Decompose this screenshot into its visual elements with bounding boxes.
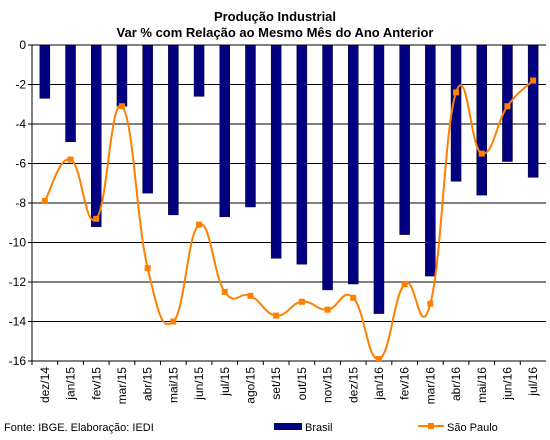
x-tick-label: abr/15 [141,367,155,401]
x-tick-label: out/15 [295,367,309,401]
point-sao-paulo-mai-15 [170,318,177,325]
bar-brasil-mar-15 [116,44,128,107]
point-sao-paulo-jul-15 [221,288,228,295]
bar-brasil-set-15 [270,44,282,259]
x-tick-label: fev/16 [398,367,412,400]
y-tick-label: -16 [9,354,27,368]
point-sao-paulo-fev-15 [93,215,100,222]
x-tick-label: mar/15 [115,367,129,405]
y-tick-label: -10 [9,236,27,250]
bar-brasil-jul-16 [527,44,539,178]
bar-brasil-dez-15 [348,44,359,285]
x-tick-label: jul/16 [526,367,540,397]
x-tick-label: set/15 [269,367,283,400]
point-sao-paulo-jun-16 [504,103,511,110]
point-sao-paulo-mar-16 [427,300,434,307]
source-note: Fonte: IBGE. Elaboração: IEDI [4,422,154,434]
legend-swatch-brasil [274,423,302,430]
point-sao-paulo-abr-15 [144,265,151,272]
x-tick-label: nov/15 [321,367,335,403]
x-tick-label: dez/15 [346,367,360,403]
bar-brasil-jul-15 [219,44,230,218]
chart-title: Produção Industrial [214,9,336,24]
y-tick-label: -2 [15,78,26,92]
grid-lines [28,44,546,362]
legend: Brasil São Paulo [274,422,498,434]
y-tick-label: 0 [19,38,26,52]
y-tick-labels: 0 -2 -4 -6 -8 -10 -12 -14 -16 [9,38,27,368]
y-tick-label: -12 [9,275,27,289]
bar-brasil-fev-16 [399,44,410,235]
x-tick-label: jan/16 [372,367,386,401]
legend-label-brasil: Brasil [305,422,333,434]
point-sao-paulo-jun-15 [196,221,203,228]
bar-series-brasil [39,44,539,314]
point-sao-paulo-ago-15 [247,292,254,299]
point-sao-paulo-jan-15 [67,156,74,163]
point-sao-paulo-dez-15 [350,294,357,301]
point-sao-paulo-dez-14 [41,198,48,205]
y-tick-label: -8 [15,196,26,210]
point-sao-paulo-jul-16 [530,77,537,84]
point-sao-paulo-jan-16 [375,356,382,363]
x-tick-labels: dez/14 jan/15 fev/15 mar/15 abr/15 mai/15 jun/… [31,361,540,405]
point-sao-paulo-set-15 [273,312,280,319]
legend-label-sao-paulo: São Paulo [447,422,498,434]
x-tick-label: jan/15 [64,367,78,401]
y-tick-label: -14 [9,315,27,329]
x-tick-label: jun/16 [500,367,514,401]
x-tick-label: mai/16 [475,367,489,403]
bar-brasil-mai-15 [168,44,179,216]
x-tick-label: fev/15 [89,367,103,400]
bar-brasil-out-15 [296,44,308,265]
point-sao-paulo-abr-16 [453,89,460,96]
y-tick-label: -6 [15,157,26,171]
point-sao-paulo-out-15 [298,298,305,305]
bar-brasil-jan-15 [65,44,76,143]
chart-subtitle: Var % com Relação ao Mesmo Mês do Ano An… [117,25,434,40]
x-tick-label: ago/15 [243,367,257,404]
bar-brasil-dez-14 [39,44,51,99]
bar-brasil-mai-16 [476,44,487,196]
x-tick-label: dez/14 [38,367,52,403]
point-sao-paulo-fev-16 [401,280,408,287]
bar-brasil-jun-15 [193,44,205,97]
bar-brasil-nov-15 [322,44,333,291]
bar-brasil-abr-15 [142,44,153,194]
x-tick-label: mai/15 [166,367,180,403]
bar-brasil-fev-15 [91,44,102,227]
y-tick-label: -4 [15,117,26,131]
x-tick-label: jul/15 [218,367,232,397]
point-sao-paulo-nov-15 [324,306,331,313]
bar-brasil-jan-16 [373,44,385,314]
x-tick-label: jun/15 [192,367,206,401]
point-sao-paulo-mar-15 [118,103,125,110]
bar-brasil-mar-16 [425,44,436,277]
legend-marker-sao-paulo [428,423,434,429]
point-sao-paulo-mai-16 [478,150,485,157]
x-tick-label: abr/16 [449,367,463,401]
bar-brasil-ago-15 [245,44,256,208]
line-series-sao-paulo [41,77,537,363]
x-tick-label: mar/16 [423,367,437,405]
